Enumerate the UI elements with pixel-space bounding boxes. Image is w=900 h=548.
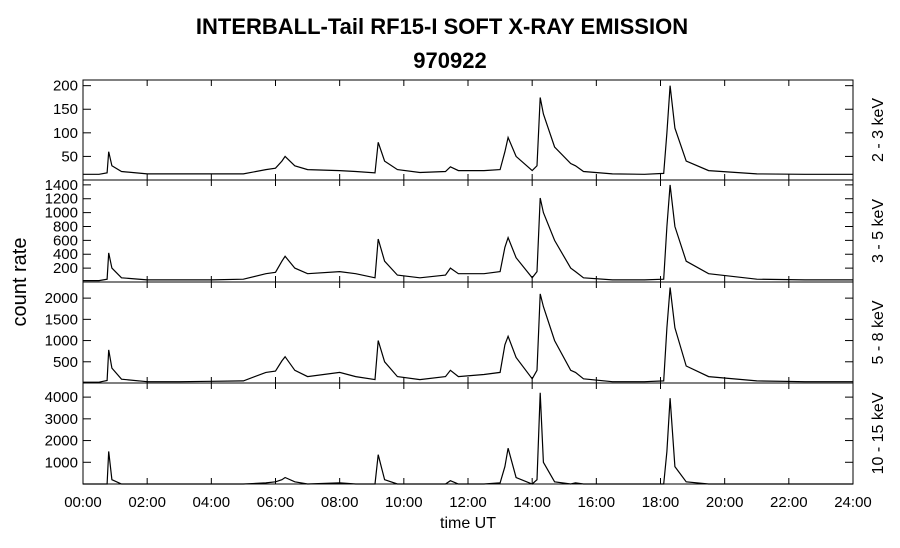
x-tick-label: 22:00: [770, 494, 808, 511]
y-tick-label: 3000: [45, 411, 78, 428]
x-tick-label: 10:00: [385, 494, 423, 511]
y-tick-label: 4000: [45, 389, 78, 406]
y-tick-label: 200: [53, 78, 78, 95]
y-tick-label: 2000: [45, 433, 78, 450]
y-tick-label: 100: [53, 125, 78, 142]
x-tick-label: 04:00: [193, 494, 231, 511]
y-axis-label: count rate: [9, 238, 31, 327]
x-tick-label: 12:00: [449, 494, 487, 511]
x-tick-label: 24:00: [834, 494, 872, 511]
y-tick-label: 1200: [45, 191, 78, 208]
panel-frame: [82, 179, 854, 283]
y-tick-label: 1000: [45, 205, 78, 222]
x-tick-label: 02:00: [128, 494, 166, 511]
y-tick-label: 1500: [45, 311, 78, 328]
x-tick-label: 14:00: [513, 494, 551, 511]
y-tick-label: 150: [53, 101, 78, 118]
x-axis-label: time UT: [440, 515, 496, 532]
y-tick-label: 50: [61, 148, 78, 165]
y-tick-label: 400: [53, 246, 78, 263]
y-tick-label: 800: [53, 218, 78, 235]
x-tick-label: 00:00: [64, 494, 102, 511]
data-line: [83, 287, 853, 383]
y-tick-label: 600: [53, 232, 78, 249]
series-label: 5 - 8 keV: [870, 300, 887, 364]
chart-title: INTERBALL-Tail RF15-I SOFT X-RAY EMISSIO…: [196, 14, 688, 39]
y-tick-label: 2000: [45, 290, 78, 307]
x-tick-label: 18:00: [642, 494, 680, 511]
x-tick-label: 20:00: [706, 494, 744, 511]
y-tick-label: 1400: [45, 177, 78, 194]
panel-frame: [82, 281, 854, 384]
series-label: 3 - 5 keV: [870, 199, 887, 263]
y-tick-label: 200: [53, 260, 78, 277]
x-tick-label: 16:00: [578, 494, 616, 511]
series-label: 2 - 3 keV: [870, 98, 887, 162]
y-tick-label: 1000: [45, 454, 78, 471]
y-tick-label: 1000: [45, 333, 78, 350]
panel-frame: [82, 79, 854, 181]
x-tick-label: 08:00: [321, 494, 359, 511]
data-line: [83, 184, 853, 282]
data-line: [83, 85, 853, 175]
series-label: 10 - 15 keV: [870, 392, 887, 474]
y-tick-label: 500: [53, 354, 78, 371]
x-tick-label: 06:00: [257, 494, 295, 511]
data-line: [83, 392, 853, 485]
panel-frame: [82, 382, 854, 485]
chart-subtitle: 970922: [413, 48, 486, 73]
